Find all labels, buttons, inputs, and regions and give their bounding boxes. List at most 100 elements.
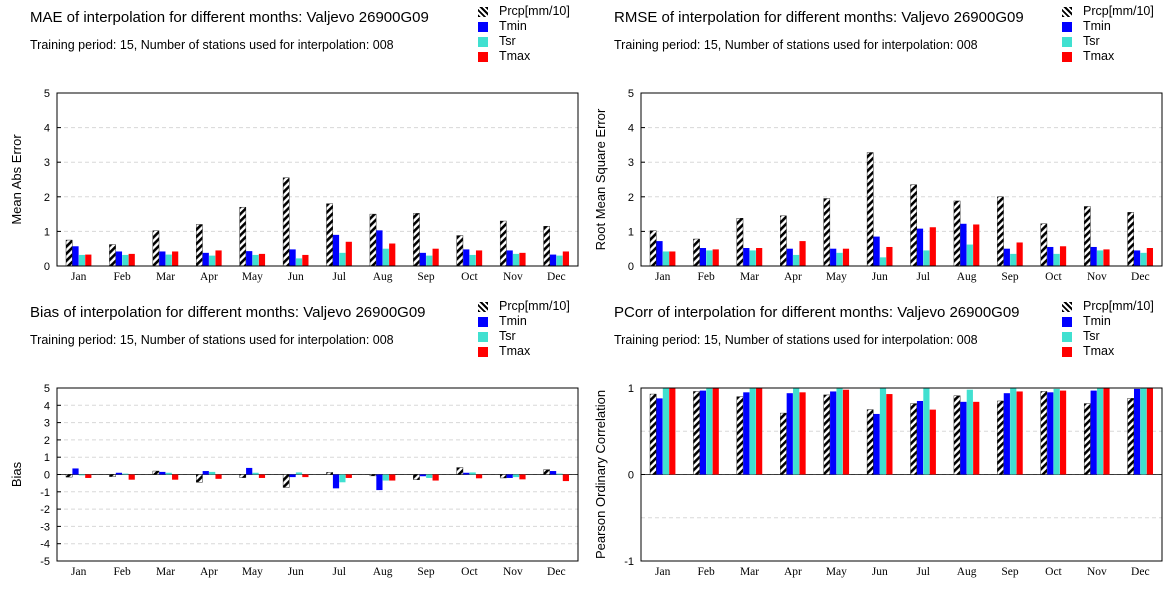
x-tick-label: May (826, 566, 847, 578)
x-tick-label: May (826, 271, 847, 283)
bar-tmin-apr (786, 248, 793, 266)
y-tick-label: 1 (628, 226, 634, 238)
y-axis-title: Bias (9, 461, 24, 487)
bar-prcp-mm-10--dec (543, 469, 550, 475)
bar-prcp-mm-10--jan (65, 474, 73, 478)
bar-tsr-apr (793, 388, 800, 475)
bar-tsr-jan (78, 474, 86, 476)
bar-tmin-nov (1090, 390, 1097, 475)
bar-tmax-jan (669, 388, 676, 475)
bar-prcp-mm-10--nov (1083, 403, 1091, 475)
bar-tmin-jul (332, 474, 340, 489)
bar-tmin-nov (506, 250, 513, 266)
x-tick-label: Mar (740, 566, 759, 578)
legend-label: Tmax (1083, 49, 1115, 63)
bar-tmax-apr (215, 250, 222, 266)
legend-swatch (478, 22, 488, 32)
y-tick-label: 1 (44, 452, 50, 464)
bar-tmax-sep (1016, 242, 1023, 266)
x-tick-label: Dec (1131, 566, 1150, 578)
y-tick-label: -2 (40, 504, 50, 516)
x-tick-label: Jul (916, 271, 929, 283)
bar-prcp-mm-10--jul (910, 184, 917, 267)
y-tick-label: 0 (628, 470, 634, 482)
bias-chart-panel: Bias of interpolation for different mont… (0, 295, 583, 589)
bar-tmin-aug (960, 223, 967, 266)
mae-plot: 0 1 2 3 4 5 Jan Feb Mar Apr May Jun Jul Aug Sep Oct Nov D… (9, 88, 579, 283)
legend-label: Tmax (1083, 344, 1115, 358)
bar-prcp-mm-10--apr (196, 224, 203, 267)
x-tick-label: Sep (417, 566, 435, 578)
bar-tmin-mar (743, 248, 750, 266)
x-tick-label: Mar (156, 271, 175, 283)
y-tick-label: 1 (628, 383, 634, 395)
legend-swatch (478, 347, 488, 357)
bar-tmin-jan (72, 468, 79, 475)
bar-tmin-oct (463, 472, 470, 475)
y-tick-label: 0 (628, 261, 634, 273)
bar-prcp-mm-10--nov (499, 474, 507, 479)
bar-tmin-may (830, 248, 837, 266)
legend-label: Tmin (499, 19, 527, 33)
bar-tmin-feb (115, 251, 123, 266)
bar-tsr-mar (749, 388, 756, 475)
plot-frame (56, 92, 579, 267)
bar-prcp-mm-10--dec (1127, 398, 1134, 475)
x-tick-label: Oct (461, 271, 478, 283)
y-tick-label: -5 (40, 556, 50, 568)
legend-swatch (1062, 52, 1072, 62)
bar-tmax-sep (432, 474, 439, 481)
x-tick-label: Feb (114, 271, 132, 283)
y-tick-label: 3 (44, 418, 50, 430)
bar-tmin-jun (873, 413, 880, 475)
bar-prcp-mm-10--nov (499, 220, 507, 267)
y-tick-label: 1 (44, 226, 50, 238)
bar-prcp-mm-10--aug (369, 213, 377, 267)
y-tick-label: -1 (40, 487, 50, 499)
bar-tmin-sep (1003, 248, 1010, 266)
x-tick-label: Apr (200, 271, 218, 283)
bar-tsr-feb (706, 388, 713, 475)
bar-prcp-mm-10--nov (1083, 206, 1091, 267)
bar-tmin-jan (656, 241, 663, 266)
bar-tmin-nov (506, 474, 513, 478)
y-tick-label: 3 (628, 157, 634, 169)
legend-swatch (478, 302, 488, 312)
mae-chart-panel: MAE of interpolation for different month… (0, 0, 583, 294)
bar-tmin-mar (159, 251, 166, 266)
bar-tmax-dec (1146, 388, 1153, 475)
x-tick-label: Apr (784, 271, 802, 283)
bar-tmax-may (842, 389, 850, 475)
bar-tmin-mar (159, 471, 166, 475)
bar-tsr-may (252, 472, 259, 475)
bar-tmin-feb (699, 390, 707, 475)
bar-prcp-mm-10--aug (369, 474, 377, 477)
bar-tsr-mar (165, 472, 172, 475)
bar-tmax-mar (756, 388, 763, 475)
bar-tmin-feb (115, 472, 123, 475)
bar-tmax-feb (712, 249, 719, 266)
bar-tsr-oct (1053, 253, 1060, 266)
legend-label: Tsr (499, 34, 516, 48)
y-tick-label: -1 (624, 556, 634, 568)
bar-prcp-mm-10--dec (543, 226, 550, 267)
bar-tmax-oct (1059, 246, 1067, 266)
bar-prcp-mm-10--mar (152, 470, 160, 475)
x-tick-label: Mar (740, 271, 759, 283)
bar-tmax-oct (475, 250, 483, 266)
bar-tsr-apr (209, 255, 216, 266)
y-tick-label: 2 (628, 192, 634, 204)
legend-swatch (1062, 22, 1072, 32)
bar-tsr-aug (382, 248, 389, 266)
bar-tmax-feb (128, 253, 135, 266)
x-tick-label: Aug (957, 271, 977, 283)
bar-prcp-mm-10--oct (1040, 223, 1048, 267)
bar-prcp-mm-10--may (823, 198, 831, 267)
bar-tsr-feb (122, 473, 129, 475)
bar-tsr-sep (426, 255, 433, 266)
y-tick-label: -4 (40, 539, 50, 551)
bar-prcp-mm-10--may (239, 206, 247, 267)
bar-tsr-nov (512, 253, 520, 266)
y-tick-label: 5 (628, 88, 634, 100)
bar-tmax-jun (302, 474, 309, 478)
